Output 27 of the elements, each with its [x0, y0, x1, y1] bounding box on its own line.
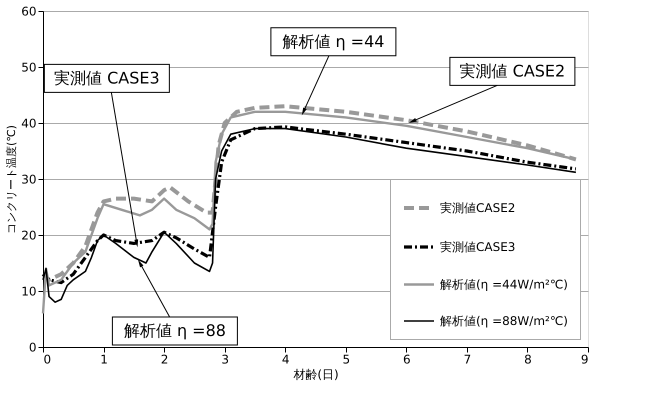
x-tick-label: 5: [342, 352, 350, 366]
y-tick-label: 30: [21, 172, 36, 186]
y-tick-label: 10: [21, 284, 36, 298]
x-tick-label: 1: [100, 352, 108, 366]
x-axis-title: 材齢(日): [292, 368, 339, 382]
annotation: 実測値 CASE2: [460, 61, 566, 80]
y-tick-label: 50: [21, 60, 36, 74]
annotation: 解析値 η =44: [282, 32, 384, 51]
y-tick-label: 60: [21, 4, 36, 18]
x-tick-label: 6: [403, 352, 411, 366]
x-tick-label: 4: [282, 352, 290, 366]
y-axis-title: コンクリート温度(℃): [5, 125, 18, 234]
x-tick-label: 8: [524, 352, 532, 366]
legend-label: 解析値(η =44W/m²℃): [440, 278, 568, 292]
y-tick-label: 0: [28, 340, 36, 354]
x-tick-label: 7: [464, 352, 472, 366]
legend-label: 実測値CASE2: [440, 201, 516, 215]
legend-label: 解析値(η =88W/m²℃): [440, 314, 568, 328]
annotation: 実測値 CASE3: [54, 68, 160, 88]
annotation: 解析値 η =88: [124, 321, 226, 340]
x-tick-label: 2: [160, 352, 168, 366]
x-tick-label: 0: [44, 352, 52, 366]
x-tick-label: 3: [221, 352, 229, 366]
y-tick-label: 40: [21, 116, 36, 130]
legend-label: 実測値CASE3: [440, 240, 516, 254]
y-tick-label: 20: [21, 228, 36, 242]
x-tick-label: 9: [580, 352, 588, 366]
